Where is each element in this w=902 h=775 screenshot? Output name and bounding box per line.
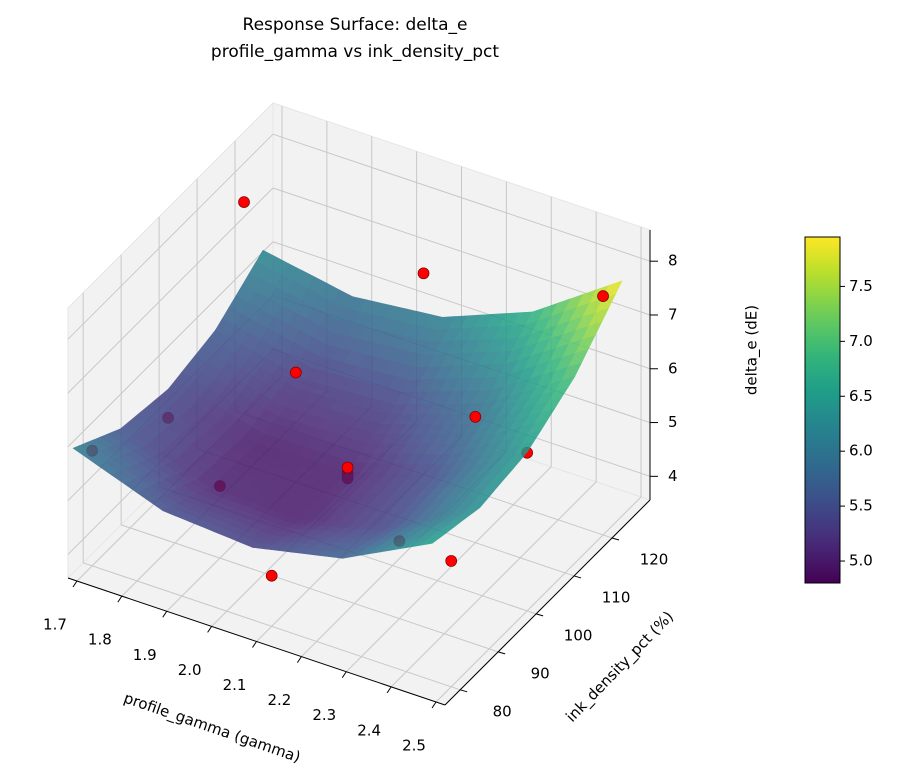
tick-mark xyxy=(611,537,620,541)
colorbar-tick-label: 6.5 xyxy=(849,387,873,405)
x-tick-label: 2.5 xyxy=(402,736,426,754)
grid-line xyxy=(120,524,499,653)
tick-mark xyxy=(498,651,506,655)
axis-line xyxy=(67,577,446,706)
tick-mark xyxy=(207,626,213,633)
tick-mark xyxy=(386,686,392,694)
data-point xyxy=(469,410,482,423)
tick-mark xyxy=(117,595,123,603)
colorbar-tick-label: 5.0 xyxy=(849,552,873,570)
colorbar-tick-label: 6.0 xyxy=(849,442,873,460)
z-tick-label: 4 xyxy=(668,467,678,485)
tick-mark xyxy=(296,656,302,663)
x-tick-label: 2.0 xyxy=(178,661,202,679)
x-tick-label: 1.9 xyxy=(133,646,157,664)
data-point xyxy=(265,569,278,582)
tick-mark xyxy=(573,575,582,579)
tick-mark xyxy=(162,610,168,618)
grid-line xyxy=(67,187,274,394)
y-tick-label: 90 xyxy=(531,664,550,682)
x-tick-label: 2.4 xyxy=(357,721,381,739)
data-point xyxy=(238,196,250,208)
tick-mark xyxy=(431,701,437,709)
grid-line xyxy=(390,481,597,688)
data-point xyxy=(445,555,458,567)
data-point xyxy=(289,366,302,379)
tick-mark xyxy=(252,641,257,648)
x-tick-label: 2.3 xyxy=(312,706,336,724)
colorbar-tick-label: 5.5 xyxy=(849,497,873,515)
y-tick-label: 100 xyxy=(564,626,593,644)
colorbar xyxy=(804,236,841,584)
z-tick-label: 6 xyxy=(668,359,678,377)
axis-line xyxy=(444,499,651,706)
grid-line xyxy=(83,562,461,691)
z-axis-label: delta_e (dE) xyxy=(743,305,762,395)
y-tick-label: 80 xyxy=(493,702,512,720)
y-tick-label: 110 xyxy=(602,588,631,606)
data-point xyxy=(417,267,430,280)
grid-line xyxy=(272,133,651,262)
chart-title: Response Surface: delta_e xyxy=(243,15,468,35)
x-tick-label: 2.2 xyxy=(267,691,291,709)
tick-mark xyxy=(535,613,544,617)
data-point xyxy=(597,290,609,302)
z-tick-label: 8 xyxy=(668,252,678,270)
surface xyxy=(72,249,623,559)
surface-patch xyxy=(419,538,440,546)
chart-subtitle: profile_gamma vs ink_density_pct xyxy=(211,42,499,62)
tick-mark xyxy=(72,580,78,588)
x-tick-label: 1.7 xyxy=(43,616,67,634)
grid-line xyxy=(435,496,642,703)
y-tick-label: 120 xyxy=(640,550,669,568)
grid-line xyxy=(67,241,274,448)
z-tick-label: 5 xyxy=(668,413,678,431)
x-tick-label: 2.1 xyxy=(223,676,247,694)
colorbar-tick-label: 7.0 xyxy=(849,332,873,350)
grid-line xyxy=(345,466,552,673)
tick-mark xyxy=(460,689,468,693)
data-point xyxy=(341,461,354,474)
z-tick-label: 7 xyxy=(668,305,678,323)
colorbar-tick-label: 7.5 xyxy=(849,277,873,295)
grid-line xyxy=(67,133,274,340)
tick-mark xyxy=(341,671,347,679)
x-tick-label: 1.8 xyxy=(88,631,112,649)
